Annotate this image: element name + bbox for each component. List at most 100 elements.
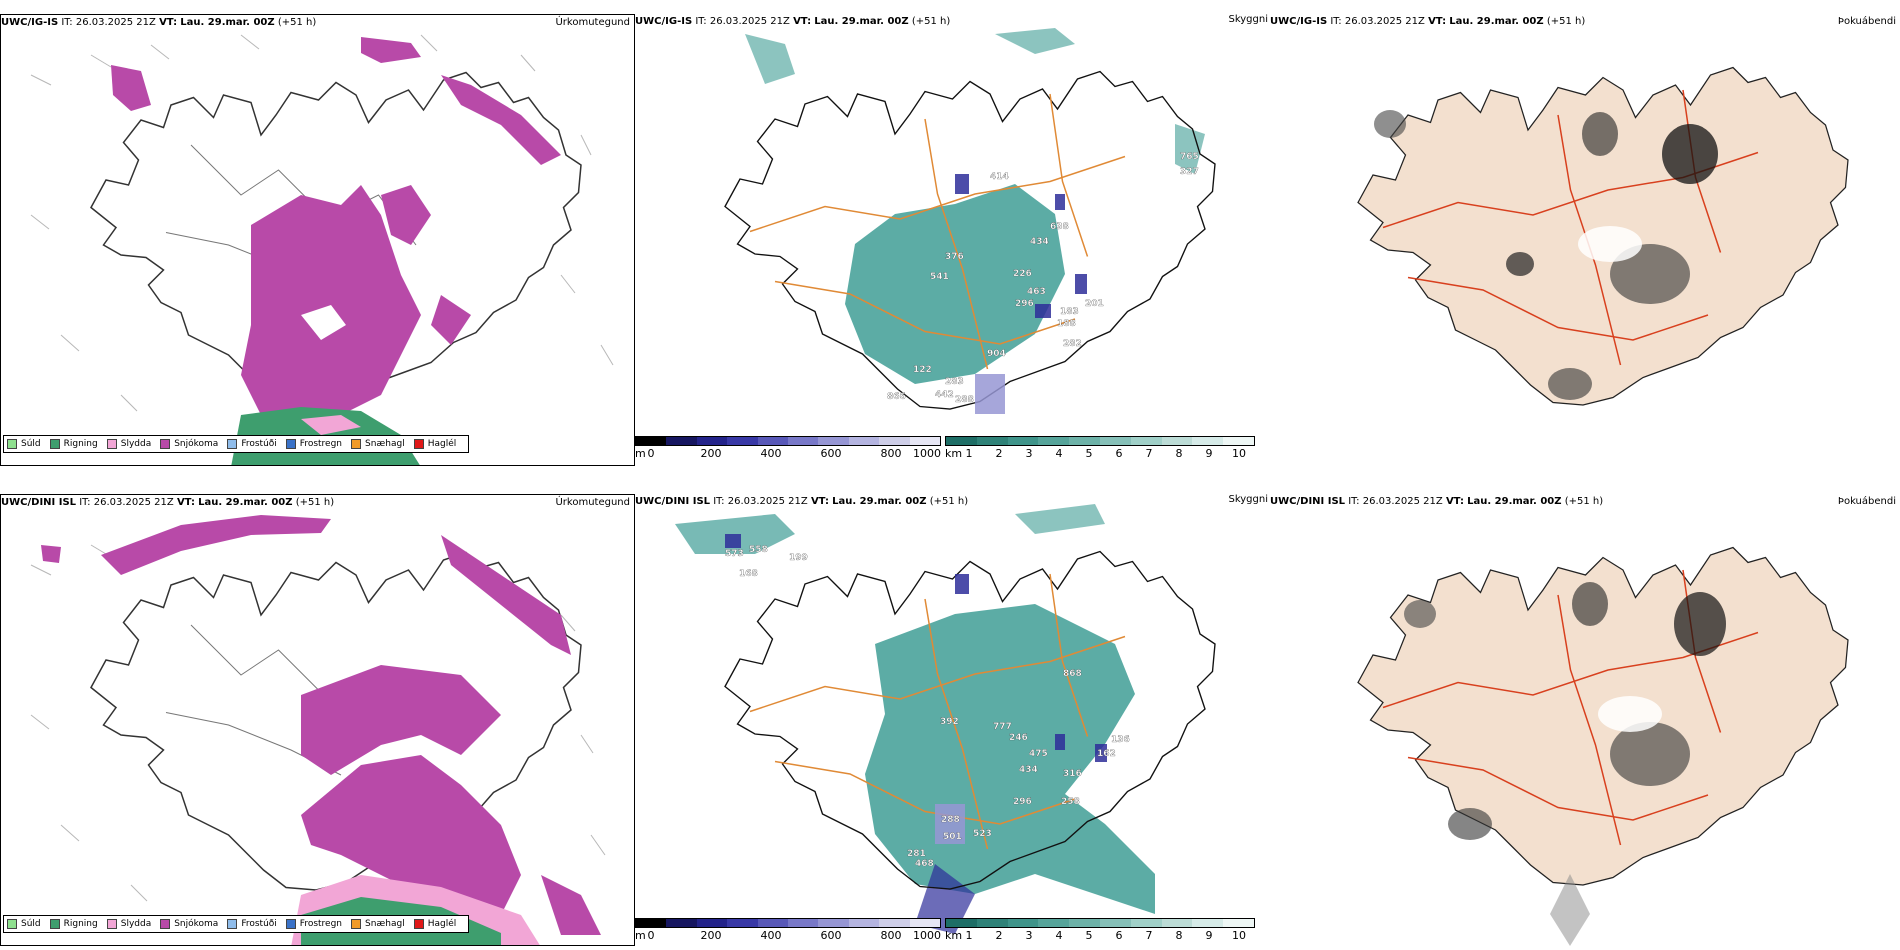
vis-label: 638 bbox=[1050, 222, 1069, 232]
visibility-tick: 8 bbox=[1175, 929, 1183, 942]
model-name: UWC/DINI ISL bbox=[635, 496, 711, 507]
model-name: UWC/DINI ISL bbox=[1270, 496, 1346, 507]
visibility-panel-row2: 573 558 199 168 868 392 777 246 475 434 … bbox=[635, 494, 1270, 946]
fog-map-row2 bbox=[1357, 546, 1849, 946]
vis-label: 296 bbox=[1013, 797, 1032, 807]
vt-value: Lau. 29.mar. 00Z bbox=[814, 16, 909, 27]
visibility-map-row1: 765 327 414 638 434 376 541 226 463 296 … bbox=[724, 28, 1216, 414]
it-value: 26.03.2025 21Z bbox=[75, 17, 156, 28]
vis-label: 468 bbox=[915, 859, 934, 869]
precip-legend: Súld Rigning Slydda Snjókoma Frostúði Fr… bbox=[3, 915, 470, 933]
vis-label: 183 bbox=[1060, 307, 1079, 317]
vis-label: 282 bbox=[1063, 339, 1082, 349]
it-label: IT: bbox=[1348, 496, 1360, 507]
legend-label: Rigning bbox=[63, 439, 98, 449]
fog-map-row1 bbox=[1357, 66, 1849, 406]
legend-item: Frostúði bbox=[227, 919, 277, 929]
it-label: IT: bbox=[713, 496, 725, 507]
sleet-area bbox=[301, 415, 361, 435]
terrain-colorbar: m 0 200 400 600 800 1000 bbox=[635, 436, 941, 466]
vis-label: 434 bbox=[1030, 237, 1049, 247]
model-name: UWC/IG-IS bbox=[635, 16, 693, 27]
visibility-map-row2: 573 558 199 168 868 392 777 246 475 434 … bbox=[675, 504, 1216, 934]
vis-label: 199 bbox=[789, 553, 808, 563]
visibility-unit: km bbox=[945, 929, 963, 942]
vt-label: VT: bbox=[1428, 16, 1447, 27]
lead-time: (+51 h) bbox=[295, 497, 335, 508]
panel-header: UWC/IG-IS IT: 26.03.2025 21Z VT: Lau. 29… bbox=[1, 17, 316, 28]
legend-item: Slydda bbox=[106, 439, 151, 449]
legend-item: Frostúði bbox=[227, 439, 277, 449]
legend-label: Súld bbox=[21, 919, 41, 929]
terrain-tick: 400 bbox=[760, 447, 782, 460]
vt-value: Lau. 29.mar. 00Z bbox=[198, 497, 293, 508]
vt-label: VT: bbox=[793, 16, 812, 27]
vis-label: 201 bbox=[1085, 299, 1104, 309]
snow-area bbox=[41, 515, 601, 935]
visibility-labels: 573 558 199 168 868 392 777 246 475 434 … bbox=[725, 545, 1130, 869]
model-name: UWC/IG-IS bbox=[1, 17, 59, 28]
legend-item: Frostregn bbox=[285, 439, 342, 449]
vis-label: 376 bbox=[945, 252, 964, 262]
legend-swatch bbox=[49, 439, 60, 449]
lead-time: (+51 h) bbox=[1546, 16, 1586, 27]
vis-label: 463 bbox=[1027, 287, 1046, 297]
visibility-tick: 7 bbox=[1145, 929, 1153, 942]
vt-value: Lau. 29.mar. 00Z bbox=[1467, 496, 1562, 507]
precip-title: Úrkomutegund bbox=[555, 17, 630, 28]
legend-label: Frostúði bbox=[241, 439, 277, 449]
visibility-tick: 3 bbox=[1025, 929, 1033, 942]
lead-time: (+51 h) bbox=[277, 17, 317, 28]
legend-label: Frostúði bbox=[241, 919, 277, 929]
vis-label: 523 bbox=[973, 829, 992, 839]
visibility-tick: 8 bbox=[1175, 447, 1183, 460]
legend-label: Haglél bbox=[427, 439, 457, 449]
vis-label: 188 bbox=[1057, 319, 1076, 329]
it-value: 26.03.2025 21Z bbox=[709, 16, 790, 27]
terrain-tick: 0 bbox=[647, 929, 655, 942]
visibility-title: Skyggni bbox=[1228, 494, 1268, 505]
visibility-labels: 765 327 414 638 434 376 541 226 463 296 … bbox=[887, 152, 1199, 405]
it-label: IT: bbox=[695, 16, 707, 27]
precip-panel-row2: UWC/DINI ISL IT: 26.03.2025 21Z VT: Lau.… bbox=[0, 494, 635, 946]
panel-header: UWC/DINI ISL IT: 26.03.2025 21Z VT: Lau.… bbox=[1270, 496, 1603, 507]
it-value: 26.03.2025 21Z bbox=[1362, 496, 1443, 507]
legend-item: Slydda bbox=[106, 919, 152, 929]
legend-swatch bbox=[227, 919, 238, 929]
vis-label: 392 bbox=[940, 717, 959, 727]
visibility-tick: 3 bbox=[1025, 447, 1033, 460]
legend-label: Snjókoma bbox=[174, 919, 219, 929]
visibility-tick: 2 bbox=[995, 929, 1003, 942]
panel-header: UWC/IG-IS IT: 26.03.2025 21Z VT: Lau. 29… bbox=[635, 16, 950, 27]
roads bbox=[749, 93, 1126, 370]
panel-header: UWC/DINI ISL IT: 26.03.2025 21Z VT: Lau.… bbox=[1, 497, 334, 508]
legend-swatch bbox=[285, 919, 296, 929]
legend-label: Slydda bbox=[120, 919, 152, 929]
terrain-tick: 200 bbox=[700, 447, 722, 460]
vis-label: 475 bbox=[1029, 749, 1048, 759]
legend-item: Snæhagl bbox=[351, 439, 405, 449]
vis-label: 283 bbox=[945, 377, 964, 387]
terrain-tick: 800 bbox=[880, 447, 902, 460]
vt-label: VT: bbox=[159, 17, 178, 28]
it-value: 26.03.2025 21Z bbox=[727, 496, 808, 507]
visibility-tick: 1 bbox=[965, 929, 973, 942]
legend-label: Rigning bbox=[63, 919, 98, 929]
legend-swatch bbox=[285, 439, 296, 449]
panel-header: UWC/DINI ISL IT: 26.03.2025 21Z VT: Lau.… bbox=[635, 496, 968, 507]
visibility-colorbar: km 1 2 3 4 5 6 7 8 9 10 bbox=[945, 918, 1255, 946]
precip-panel-row1: UWC/IG-IS IT: 26.03.2025 21Z VT: Lau. 29… bbox=[0, 14, 635, 466]
fog-panel-row1: UWC/IG-IS IT: 26.03.2025 21Z VT: Lau. 29… bbox=[1270, 14, 1900, 466]
vt-value: Lau. 29.mar. 00Z bbox=[180, 17, 275, 28]
legend-swatch bbox=[413, 439, 424, 449]
vis-label: 904 bbox=[987, 349, 1006, 359]
legend-label: Snæhagl bbox=[365, 919, 405, 929]
legend-item: Súld bbox=[7, 439, 41, 449]
terrain-unit: m bbox=[635, 929, 646, 942]
vis-label: 136 bbox=[1111, 735, 1130, 745]
visibility-title: Skyggni bbox=[1228, 14, 1268, 25]
legend-item: Frostregn bbox=[285, 919, 342, 929]
vt-value: Lau. 29.mar. 00Z bbox=[832, 496, 927, 507]
model-name: UWC/IG-IS bbox=[1270, 16, 1328, 27]
terrain-tick: 1000 bbox=[913, 447, 941, 460]
